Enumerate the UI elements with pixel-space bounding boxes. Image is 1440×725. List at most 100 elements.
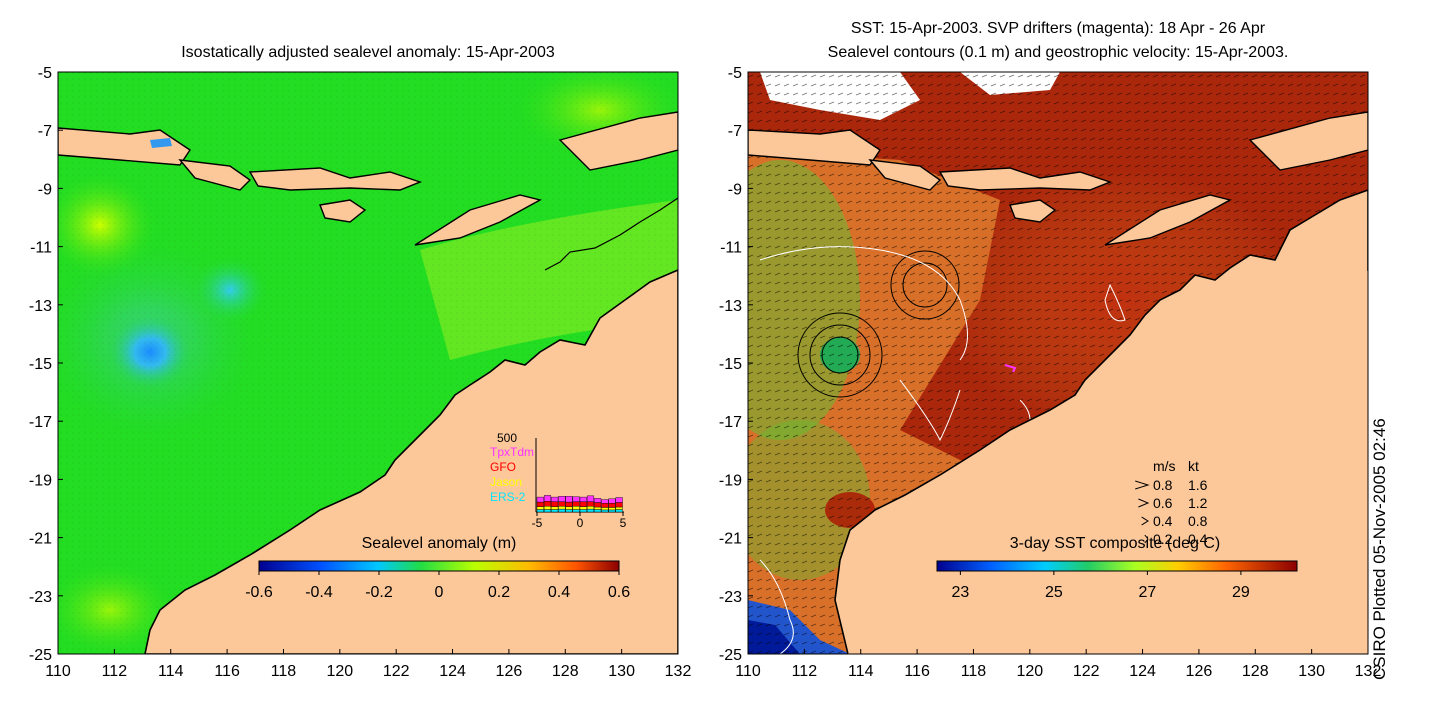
left-map-plot [58, 72, 678, 654]
sumba-island [319, 199, 367, 223]
inset-bar-segment [543, 495, 552, 502]
right-lat-tick-label: -9 [728, 181, 742, 198]
sumbawa-flores-island [248, 167, 423, 191]
left-lon-tick-label: 132 [665, 663, 692, 680]
inset-bar-segment [543, 505, 552, 510]
australia-landmass [144, 269, 678, 654]
right-lat-tick-label: -5 [728, 65, 742, 82]
left-colorbar-tick-label: 0.2 [488, 584, 510, 601]
inset-bar-segment [558, 505, 566, 510]
velocity-key-rows: 0.8 1.6 0.6 1.2 0.4 0.8 0.2 0.4 [1135, 477, 1208, 547]
velocity-key-kt: 0.4 [1188, 531, 1208, 547]
velocity-key-header-ms: m/s [1153, 458, 1176, 474]
java-island [58, 127, 191, 166]
velocity-key-kt: 1.2 [1188, 495, 1208, 511]
shelf-break-contour [544, 197, 678, 271]
left-colorbar-tick-label: 0.6 [608, 584, 630, 601]
right-lon-tick-label: 116 [904, 663, 930, 680]
inset-bar-segment [572, 505, 580, 510]
svp-drifter-track [1004, 364, 1017, 373]
right-map-plot [748, 72, 1368, 654]
inset-bar-segment [579, 496, 587, 502]
inset-bar-segment [536, 501, 544, 507]
left-lon-tick-label: 120 [326, 663, 353, 680]
inset-bar-segment [565, 501, 573, 507]
australia-interior [848, 270, 1368, 654]
low-anomaly-java [150, 138, 172, 148]
inset-x-ticks: -5 0 5 [532, 512, 627, 530]
inset-x-tick-label: 5 [620, 516, 627, 530]
inset-legend-entry: GFO [490, 460, 516, 474]
inset-bar-segment [536, 506, 544, 510]
inset-bar-segment [594, 498, 602, 503]
right-lon-tick-label: 114 [848, 663, 874, 680]
inset-bar-segment [615, 506, 623, 510]
velocity-key-header-kt: kt [1188, 458, 1199, 474]
left-lon-tick-label: 118 [271, 663, 297, 680]
inset-bar-segment [579, 506, 587, 510]
right-map-title-line2: Sealevel contours (0.1 m) and geostrophi… [828, 44, 1289, 61]
inset-bar-segment [615, 509, 623, 513]
left-lat-tick-label: -7 [38, 123, 52, 140]
right-lat-tick-label: -25 [719, 647, 742, 664]
right-lon-tick-label: 118 [961, 663, 987, 680]
velocity-key-arrow [1135, 480, 1150, 490]
sumbawa-flores-island [938, 167, 1113, 191]
velocity-key-ms: 0.4 [1153, 513, 1173, 529]
right-lon-tick-label: 122 [1073, 663, 1100, 680]
inset-bar-segment [572, 509, 580, 513]
velocity-key-arrow [1138, 498, 1150, 508]
right-lat-tick-label: -23 [719, 589, 742, 606]
right-lat-tick-label: -13 [719, 298, 742, 315]
left-lat-tick-label: -23 [29, 589, 52, 606]
inset-bar-segment [601, 507, 609, 511]
inset-bar-segment [601, 509, 609, 513]
left-lon-tick-label: 112 [102, 663, 128, 680]
inset-bar-segment [543, 501, 552, 507]
left-lon-tick-label: 116 [214, 663, 240, 680]
velocity-key-kt: 0.8 [1188, 513, 1208, 529]
sumba-island [1009, 199, 1057, 223]
timor-island [1104, 194, 1232, 246]
right-lon-tick-label: 126 [1186, 663, 1213, 680]
eddy-circulation [797, 250, 960, 398]
banda-islands [558, 111, 678, 171]
inset-bar-segment [608, 509, 616, 513]
inset-bar-segment [551, 496, 559, 502]
right-lon-tick-label: 112 [792, 663, 818, 680]
left-lat-tick-label: -13 [29, 298, 52, 315]
inset-bar-segment [572, 501, 580, 507]
right-lon-tick-label: 124 [1129, 663, 1156, 680]
inset-bar-segment [615, 502, 623, 508]
left-lon-tick-label: 130 [608, 663, 635, 680]
right-lat-tick-label: -19 [719, 472, 742, 489]
inset-bar-segment [551, 506, 559, 510]
inset-bar-segment [565, 509, 573, 513]
inset-bar-segment [586, 495, 595, 502]
inset-bar-segment [551, 501, 559, 507]
inset-bar-segment [579, 501, 587, 507]
left-colorbar-ticks: -0.6 -0.4 -0.2 0 0.2 0.4 0.6 [245, 571, 630, 601]
inset-bar-segment [608, 507, 616, 511]
bali-lombok-island [868, 159, 942, 191]
left-colorbar [258, 560, 620, 572]
inset-bar-segment [594, 506, 602, 510]
right-lon-tick-label: 128 [1242, 663, 1269, 680]
left-lon-tick-label: 122 [383, 663, 410, 680]
plot-credit: CSIRO Plotted 05-Nov-2005 02:46 [1370, 418, 1389, 680]
left-lat-tick-label: -17 [29, 414, 52, 431]
inset-bars [536, 495, 623, 513]
left-lat-tick-label: -5 [38, 65, 52, 82]
velocity-key-ms: 0.6 [1153, 495, 1173, 511]
inset-x-tick-label: 0 [577, 516, 584, 530]
left-lat-tick-label: -9 [38, 181, 52, 198]
velocity-key-kt: 1.6 [1188, 477, 1208, 493]
inset-bar-segment [608, 498, 616, 504]
inset-legend-entry: TpxTdm [490, 445, 534, 459]
velocity-key-arrow [1144, 534, 1149, 544]
inset-bar-segment [608, 503, 616, 508]
left-lat-tick-label: -21 [29, 531, 52, 548]
inset-bar-segment [536, 509, 544, 513]
